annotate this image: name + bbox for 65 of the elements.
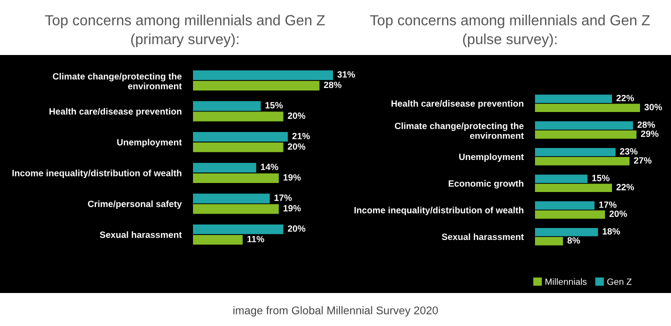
data-label: 20% [288,112,306,119]
data-label: 19% [284,205,301,212]
data-label: 17% [274,194,292,201]
y-tick-label: Crime/personal safety [88,200,182,209]
bar [535,228,598,236]
legend-label: Millennials [546,278,587,285]
data-label: 22% [616,184,634,190]
data-label: 23% [620,148,638,155]
y-tick-label: Unemployment [117,138,182,148]
bar [193,173,279,183]
data-label: 20% [609,210,627,217]
bar [535,121,633,130]
bar [193,101,261,111]
data-label: 19% [284,174,301,181]
data-label: 21% [292,132,310,140]
bar [193,235,243,245]
y-tick-label: Climate change/protecting the environment [52,72,182,90]
data-label: 22% [616,94,634,102]
bar [535,210,605,219]
data-label: 20% [288,225,306,232]
bar [535,130,636,139]
bar [193,204,279,214]
bar [535,201,594,210]
y-tick-label: Climate change/protecting the environment [394,122,524,139]
bar [535,104,640,112]
y-tick-label: Income inequality/distribution of wealth [354,206,524,216]
data-label: 14% [260,164,278,170]
data-label: 31% [337,71,355,78]
data-label: 30% [644,104,662,110]
y-tick-label: Economic growth [448,180,524,189]
data-label: 8% [567,237,580,244]
legend-label: Gen Z [607,278,632,285]
data-label: 28% [324,82,342,88]
data-label: 28% [637,121,655,128]
bar [193,70,333,80]
bar [535,94,612,103]
y-tick-label: Sexual harassment [442,233,524,240]
data-label: 20% [288,143,306,150]
bar [535,174,588,183]
bar [535,237,563,246]
y-tick-label: Unemployment [459,153,524,162]
chart-title: Top concerns among millennials and Gen Z (primary survey): [45,14,325,48]
chart-title: Top concerns among millennials and Gen Z (pulse survey): [370,14,650,48]
bar [193,224,284,234]
bar [535,157,630,166]
data-label: 29% [640,130,658,137]
bar [535,148,616,156]
bar [193,142,284,152]
bar [193,194,270,204]
text: image from Global Millennial Survey 2020 [233,306,438,317]
data-label: 15% [592,174,610,182]
data-label: 11% [247,236,264,242]
y-tick-label: Sexual harassment [100,231,182,238]
data-label: 27% [634,157,652,164]
bar [193,162,256,172]
y-tick-label: Income inequality/distribution of wealth [12,170,182,178]
data-label: 17% [599,202,616,208]
data-label: 15% [265,102,283,108]
bar [193,112,284,122]
y-tick-label: Health care/disease prevention [50,108,182,116]
bar [193,80,320,90]
data-label: 18% [602,228,620,235]
y-tick-label: Health care/disease prevention [392,100,524,108]
bar [193,132,288,142]
bar [535,184,612,192]
